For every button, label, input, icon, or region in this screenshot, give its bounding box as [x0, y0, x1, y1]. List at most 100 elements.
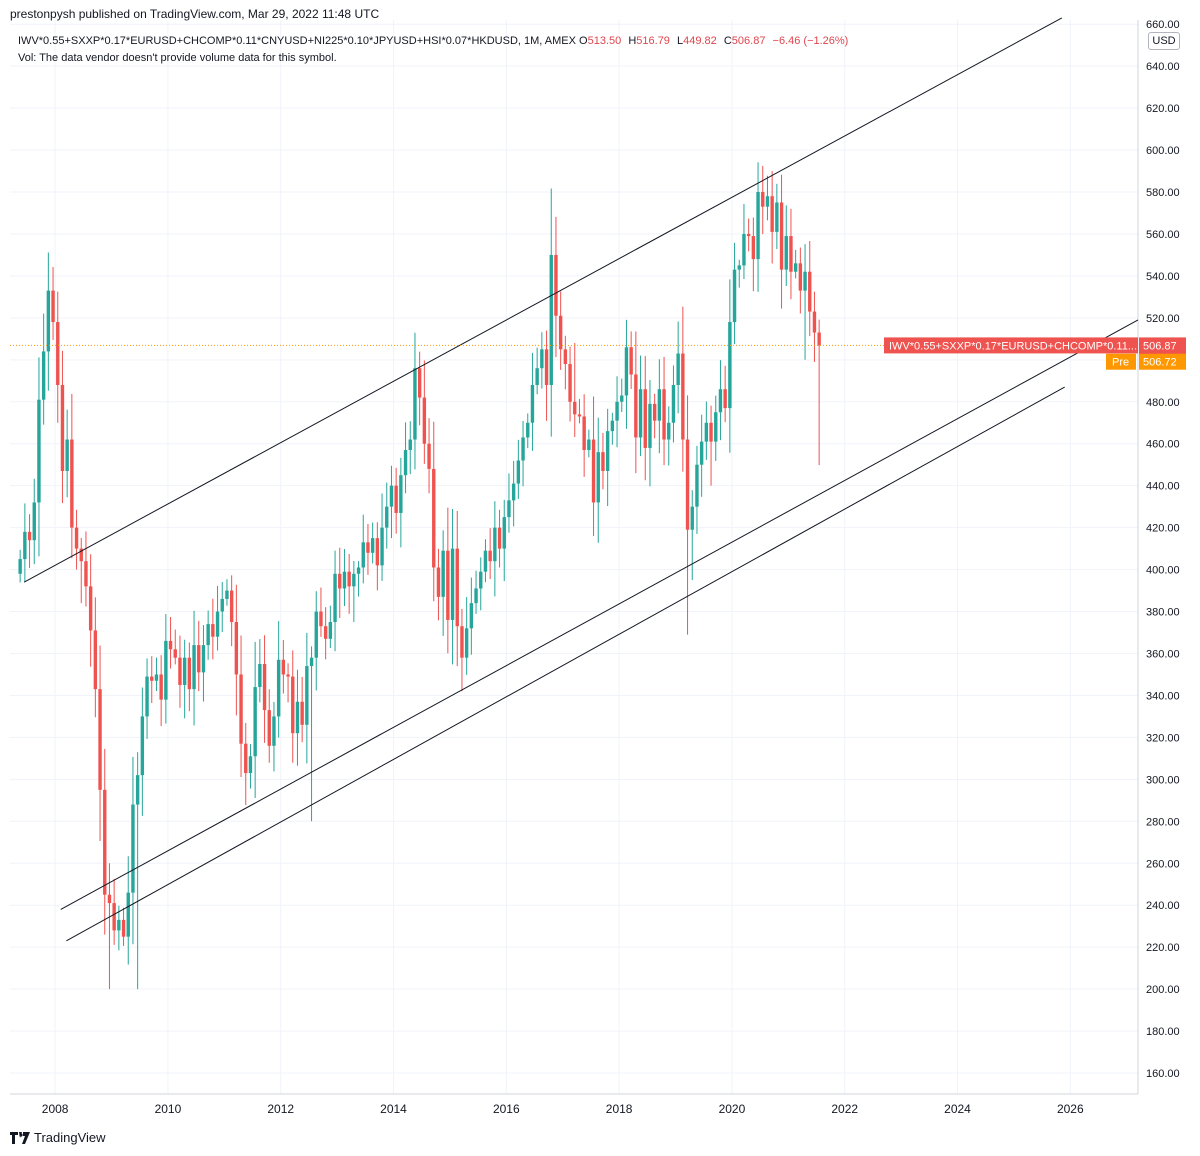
- candle[interactable]: [267, 689, 271, 763]
- candle[interactable]: [338, 547, 342, 619]
- candle[interactable]: [704, 401, 709, 460]
- candle[interactable]: [93, 597, 98, 718]
- candle[interactable]: [695, 445, 699, 534]
- candle[interactable]: [239, 635, 243, 778]
- candle[interactable]: [84, 531, 88, 607]
- candle[interactable]: [178, 635, 182, 708]
- candle[interactable]: [479, 557, 483, 611]
- candle[interactable]: [375, 522, 380, 591]
- candle[interactable]: [756, 162, 760, 292]
- candle[interactable]: [258, 639, 262, 703]
- candle[interactable]: [286, 663, 290, 703]
- candle[interactable]: [789, 208, 793, 300]
- candle[interactable]: [667, 406, 671, 466]
- candle[interactable]: [41, 313, 46, 425]
- candle[interactable]: [558, 291, 563, 370]
- candle[interactable]: [742, 204, 746, 280]
- candle[interactable]: [620, 378, 624, 413]
- candle[interactable]: [582, 394, 586, 477]
- candle[interactable]: [577, 398, 582, 424]
- candle[interactable]: [46, 252, 51, 391]
- candle[interactable]: [37, 357, 41, 557]
- candle[interactable]: [775, 183, 779, 250]
- candle[interactable]: [56, 291, 60, 423]
- candle[interactable]: [150, 656, 154, 703]
- candle[interactable]: [408, 421, 412, 475]
- candle[interactable]: [206, 610, 210, 660]
- candle[interactable]: [135, 752, 140, 990]
- candle[interactable]: [366, 523, 370, 575]
- candle[interactable]: [215, 585, 220, 651]
- candle[interactable]: [676, 321, 680, 414]
- currency-button[interactable]: USD: [1148, 32, 1180, 50]
- candle[interactable]: [385, 482, 389, 549]
- symbol-name[interactable]: IWV*0.55+SXXP*0.17*EURUSD+CHCOMP*0.11*CN…: [18, 35, 576, 47]
- candle[interactable]: [455, 510, 459, 667]
- candle[interactable]: [291, 650, 295, 763]
- candle[interactable]: [18, 549, 22, 583]
- candle[interactable]: [225, 579, 229, 606]
- candle[interactable]: [784, 205, 788, 286]
- candle[interactable]: [629, 331, 633, 389]
- candle[interactable]: [145, 658, 149, 739]
- candle[interactable]: [648, 380, 652, 487]
- candle[interactable]: [140, 687, 145, 816]
- candle[interactable]: [417, 351, 422, 426]
- candle[interactable]: [131, 756, 135, 945]
- candle[interactable]: [464, 597, 469, 675]
- candle[interactable]: [197, 620, 201, 692]
- candle[interactable]: [535, 347, 539, 395]
- candle[interactable]: [154, 657, 159, 692]
- candle[interactable]: [342, 549, 347, 607]
- candle[interactable]: [483, 539, 488, 583]
- candle[interactable]: [347, 553, 351, 614]
- candle[interactable]: [699, 414, 704, 497]
- candle[interactable]: [657, 359, 662, 454]
- candle[interactable]: [737, 259, 741, 288]
- candle[interactable]: [615, 376, 619, 448]
- candle[interactable]: [220, 581, 224, 633]
- candle[interactable]: [159, 655, 163, 727]
- candle[interactable]: [798, 247, 803, 314]
- candle[interactable]: [803, 244, 807, 360]
- candle[interactable]: [300, 676, 304, 743]
- candle[interactable]: [446, 507, 450, 654]
- tradingview-brand[interactable]: TradingView: [10, 1130, 106, 1145]
- candle[interactable]: [605, 408, 610, 507]
- candle[interactable]: [121, 907, 126, 946]
- candle[interactable]: [65, 409, 69, 498]
- candle[interactable]: [709, 405, 713, 486]
- candle[interactable]: [234, 584, 239, 716]
- candle[interactable]: [112, 878, 116, 945]
- candle[interactable]: [474, 570, 478, 614]
- candle[interactable]: [521, 420, 525, 487]
- candle[interactable]: [765, 175, 770, 221]
- candle[interactable]: [98, 645, 102, 842]
- candles[interactable]: [18, 162, 821, 990]
- candle[interactable]: [793, 249, 798, 279]
- candle[interactable]: [32, 478, 36, 565]
- candle[interactable]: [671, 365, 676, 443]
- candle[interactable]: [718, 360, 723, 441]
- candle[interactable]: [441, 530, 445, 636]
- candle[interactable]: [427, 418, 431, 494]
- candle[interactable]: [276, 621, 281, 738]
- candle[interactable]: [573, 343, 577, 438]
- candle[interactable]: [314, 591, 318, 691]
- candle[interactable]: [751, 217, 756, 292]
- candle[interactable]: [643, 356, 647, 481]
- candle[interactable]: [746, 218, 751, 252]
- candle[interactable]: [27, 514, 32, 568]
- candle[interactable]: [192, 610, 196, 726]
- candle[interactable]: [624, 319, 629, 429]
- candle[interactable]: [253, 641, 257, 799]
- candle[interactable]: [493, 501, 497, 597]
- candle[interactable]: [370, 522, 375, 564]
- candle[interactable]: [305, 632, 309, 764]
- candle[interactable]: [779, 174, 784, 309]
- candle[interactable]: [380, 493, 384, 581]
- candle[interactable]: [808, 240, 812, 337]
- candle[interactable]: [103, 748, 107, 935]
- candle[interactable]: [436, 548, 441, 621]
- candle[interactable]: [201, 625, 206, 702]
